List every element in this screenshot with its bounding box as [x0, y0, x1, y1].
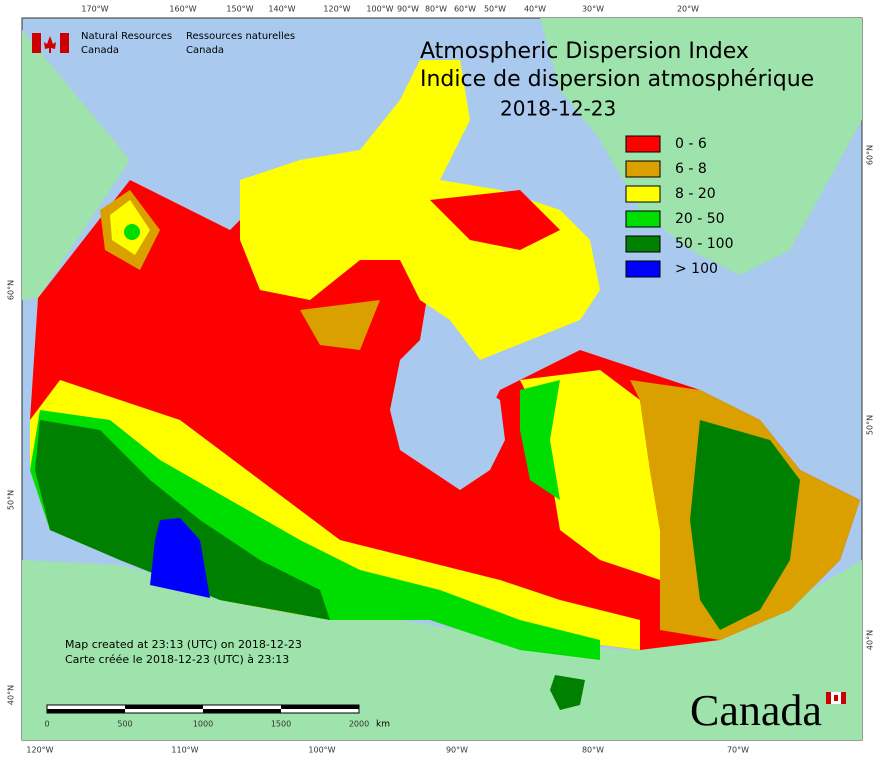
flag-leaf [834, 695, 838, 701]
title: Atmospheric Dispersion Index [420, 39, 749, 64]
legend-swatch [625, 235, 661, 253]
south-green [30, 410, 600, 660]
date: 2018-12-23 [500, 97, 616, 121]
lon-label: 30°W [582, 5, 604, 14]
flag-bar [826, 692, 831, 704]
legend-label: 50 - 100 [675, 236, 734, 252]
lon-label: 50°W [484, 5, 506, 14]
flag-bar [841, 692, 846, 704]
scale-label: 2000 [349, 720, 369, 729]
yukon-green [124, 224, 140, 240]
title-fr: Indice de dispersion atmosphérique [420, 67, 814, 92]
legend-swatch [625, 160, 661, 178]
lon-label: 90°W [446, 746, 468, 755]
agency: Natural Resources Canada Ressources natu… [32, 31, 295, 56]
legend-label: 8 - 20 [675, 186, 716, 202]
lon-label: 40°W [524, 5, 546, 14]
agency-en: Natural Resources [81, 31, 172, 42]
scale-seg [203, 709, 281, 713]
lon-label: 100°W [366, 5, 393, 14]
scale-seg [47, 709, 125, 713]
alaska [22, 30, 130, 300]
flag-bar [32, 33, 41, 53]
ontario-south [550, 675, 585, 710]
east-darkgreen [690, 420, 800, 630]
scale-label: 1000 [193, 720, 213, 729]
usa [22, 560, 862, 740]
legend-label: > 100 [675, 261, 718, 277]
scale-seg [125, 705, 203, 709]
lat-label: 60°N [866, 145, 875, 165]
lon-label: 120°W [323, 5, 350, 14]
lon-label: 60°W [454, 5, 476, 14]
footer: Carte créée le 2018-12-23 (UTC) à 23:13 [65, 653, 289, 666]
lon-label: 20°W [677, 5, 699, 14]
lon-label: 160°W [169, 5, 196, 14]
orange-patch [300, 300, 380, 350]
lon-label: 170°W [81, 5, 108, 14]
lat-label: 60°N [7, 280, 16, 300]
quebec-green [520, 380, 560, 500]
lon-label: 80°W [425, 5, 447, 14]
scale-bar: km [46, 704, 390, 730]
scale-label: 500 [117, 720, 132, 729]
blue-patch [150, 518, 210, 598]
agency-fr: Canada [186, 45, 224, 56]
baffin-red [430, 190, 560, 250]
wordmark: Canada [690, 686, 822, 735]
legend-swatch [625, 260, 661, 278]
lon-label: 80°W [582, 746, 604, 755]
lat-label: 50°N [866, 415, 875, 435]
scale-seg [281, 705, 359, 709]
agency-fr: Ressources naturelles [186, 31, 295, 42]
scale-unit: km [376, 720, 390, 730]
arctic-yellow [240, 60, 600, 360]
south-darkgreen [35, 420, 330, 620]
lon-label: 150°W [226, 5, 253, 14]
legend-swatch [625, 135, 661, 153]
wordmark-flag [826, 692, 846, 704]
legend-label: 6 - 8 [675, 161, 707, 177]
legend-label: 20 - 50 [675, 211, 725, 227]
lon-label: 140°W [268, 5, 295, 14]
lon-label: 70°W [727, 746, 749, 755]
flag-leaf [44, 36, 56, 53]
lat-label: 40°N [7, 685, 16, 705]
generated: 0 - 6 6 - 8 8 - 20 20 - 50 50 - 100 > 100 170°… [7, 5, 875, 755]
lon-label: 100°W [308, 746, 335, 755]
scale-label: 1500 [271, 720, 291, 729]
quebec-yellow [520, 370, 660, 580]
flag-bar [60, 33, 69, 53]
agency-en: Canada [81, 45, 119, 56]
lon-label: 90°W [397, 5, 419, 14]
lon-label: 120°W [26, 746, 53, 755]
footer: Map created at 23:13 (UTC) on 2018-12-23 [65, 638, 302, 651]
scale-label: 0 [44, 720, 49, 729]
lat-label: 40°N [866, 630, 875, 650]
lon-label: 110°W [171, 746, 198, 755]
legend-label: 0 - 6 [675, 136, 707, 152]
legend-swatch [625, 185, 661, 203]
hudson-bay [390, 380, 505, 490]
legend-swatch [625, 210, 661, 228]
lat-label: 50°N [7, 490, 16, 510]
greenland [540, 18, 862, 275]
